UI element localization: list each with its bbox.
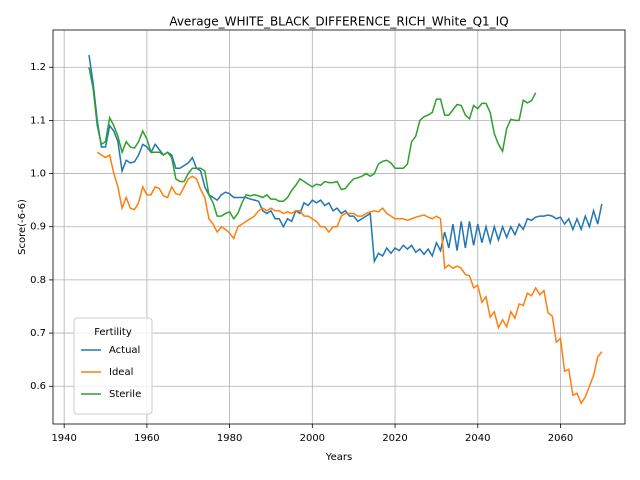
- y-tick-label: 0.6: [30, 381, 46, 392]
- y-tick-label: 1.1: [30, 115, 46, 126]
- legend-label: Actual: [109, 345, 140, 356]
- chart-title: Average_WHITE_BLACK_DIFFERENCE_RICH_Whit…: [169, 15, 508, 29]
- x-tick-label: 1940: [51, 433, 76, 444]
- x-tick-label: 2060: [548, 433, 573, 444]
- x-tick-label: 2000: [300, 433, 325, 444]
- legend: Fertility Actual Ideal Sterile: [73, 317, 153, 415]
- series-line: [96, 151, 603, 405]
- y-axis-label: Score(-6-6): [17, 199, 28, 255]
- series-line: [88, 54, 603, 264]
- x-tick-label: 2040: [465, 433, 490, 444]
- y-tick-label: 0.9: [30, 222, 46, 233]
- legend-box: [73, 317, 153, 415]
- series-line: [88, 67, 537, 221]
- y-tick-label: 1.2: [30, 62, 46, 73]
- y-tick-label: 1.0: [30, 169, 46, 180]
- x-tick-label: 1960: [134, 433, 159, 444]
- legend-label: Ideal: [109, 367, 133, 378]
- legend-label: Sterile: [109, 389, 141, 400]
- y-tick-label: 0.8: [30, 275, 46, 286]
- x-axis-label: Years: [325, 452, 352, 463]
- x-tick-label: 1980: [217, 433, 242, 444]
- x-tick-label: 2020: [382, 433, 407, 444]
- plot-frame: [52, 29, 626, 425]
- y-tick-label: 0.7: [30, 328, 46, 339]
- legend-title: Fertility: [94, 327, 132, 338]
